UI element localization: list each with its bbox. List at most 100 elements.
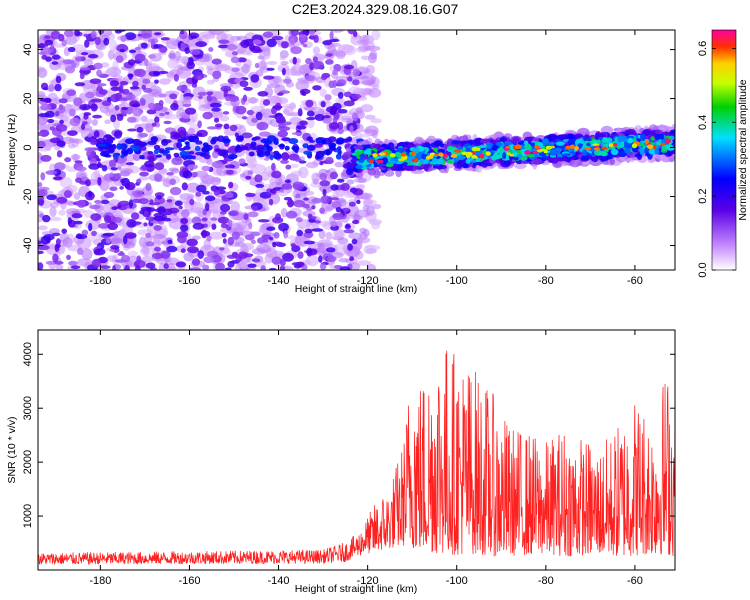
heatmap-cell xyxy=(330,221,338,227)
heatmap-cell xyxy=(112,153,119,159)
heatmap-cell xyxy=(141,32,152,39)
heatmap-cell xyxy=(363,244,376,255)
heatmap-cell xyxy=(279,265,286,270)
heatmap-cell xyxy=(44,43,49,47)
heatmap-cell xyxy=(601,146,608,150)
heatmap-cell xyxy=(45,170,58,175)
heatmap-cell xyxy=(128,199,133,209)
heatmap-cell xyxy=(266,135,277,142)
heatmap-cell xyxy=(209,176,221,186)
heatmap-cell xyxy=(104,214,112,224)
heatmap-cell xyxy=(228,210,239,217)
heatmap-cell xyxy=(352,68,360,77)
heatmap-cell xyxy=(256,243,271,253)
heatmap-cell xyxy=(184,47,190,54)
heatmap-cell xyxy=(475,157,480,162)
heatmap-cell xyxy=(46,194,57,201)
heatmap-cell xyxy=(148,202,161,206)
heatmap-cell xyxy=(66,89,77,96)
heatmap-cell xyxy=(38,197,45,206)
heatmap-cell xyxy=(154,32,162,36)
heatmap-cell xyxy=(97,143,108,147)
heatmap-cell xyxy=(190,35,197,39)
heatmap-cell xyxy=(139,246,155,257)
heatmap-cell xyxy=(176,85,188,92)
heatmap-cell xyxy=(471,146,479,152)
heatmap-cell xyxy=(264,157,270,161)
spectrogram-y-ticks: -40 -20 0 20 40 xyxy=(22,43,675,253)
heatmap-cell xyxy=(134,265,141,270)
heatmap-cell xyxy=(281,152,290,161)
heatmap-cell xyxy=(228,181,234,189)
heatmap-cell xyxy=(414,157,419,163)
heatmap-cell xyxy=(302,143,309,149)
heatmap-cell xyxy=(75,234,88,240)
heatmap-cell xyxy=(93,62,103,70)
heatmap-cell xyxy=(127,59,136,66)
heatmap-cell xyxy=(283,105,294,117)
heatmap-cell xyxy=(273,153,282,160)
y-tick-label: 0 xyxy=(22,144,34,150)
heatmap-cell xyxy=(121,106,129,111)
heatmap-cell xyxy=(116,143,123,150)
heatmap-cell xyxy=(347,243,353,251)
heatmap-cell xyxy=(120,154,125,159)
heatmap-cell xyxy=(61,39,67,47)
heatmap-cell xyxy=(238,158,246,165)
heatmap-cell xyxy=(38,51,47,55)
heatmap-cell xyxy=(254,136,261,140)
heatmap-cell xyxy=(114,105,120,111)
heatmap-cell xyxy=(318,108,325,115)
x-tick-label: -120 xyxy=(357,275,379,287)
heatmap-cell xyxy=(124,32,137,40)
heatmap-cell xyxy=(135,68,146,78)
heatmap-cell xyxy=(169,178,176,186)
heatmap-cell xyxy=(256,144,265,149)
heatmap-cell xyxy=(38,240,42,245)
heatmap-cell xyxy=(281,41,289,49)
heatmap-cell xyxy=(257,237,265,244)
heatmap-cell xyxy=(54,243,60,252)
heatmap-cell xyxy=(132,107,143,117)
heatmap-cell xyxy=(110,167,118,171)
heatmap-cell xyxy=(205,202,210,212)
heatmap-cell xyxy=(43,234,55,241)
heatmap-cell xyxy=(67,130,78,137)
heatmap-cell xyxy=(152,239,161,249)
heatmap-cell xyxy=(345,223,351,228)
heatmap-cell xyxy=(120,48,125,53)
heatmap-cell xyxy=(118,200,130,206)
heatmap-cell xyxy=(309,30,316,36)
heatmap-cell xyxy=(134,53,146,62)
heatmap-cell xyxy=(287,235,297,240)
heatmap-cell xyxy=(395,163,404,171)
snr-panel: -180 -160 -140 -120 -100 -80 -60 1000 2000 3000 4… xyxy=(6,329,676,595)
heatmap-cell xyxy=(215,186,227,191)
heatmap-cell xyxy=(206,91,214,96)
heatmap-cell xyxy=(39,213,44,218)
heatmap-cell xyxy=(100,265,111,269)
heatmap-cell xyxy=(601,139,610,143)
heatmap-cell xyxy=(224,164,236,169)
heatmap-cell xyxy=(138,132,148,138)
heatmap-cell xyxy=(266,38,277,48)
heatmap-cell xyxy=(125,138,135,145)
heatmap-cell xyxy=(206,79,215,85)
heatmap-cell xyxy=(40,154,52,162)
heatmap-cell xyxy=(275,102,282,111)
heatmap-cell xyxy=(353,177,367,183)
x-tick-label: -60 xyxy=(627,275,643,287)
heatmap-cell xyxy=(191,258,201,266)
colorbar-gradient xyxy=(711,29,737,271)
heatmap-cell xyxy=(90,98,103,103)
heatmap-cell xyxy=(271,256,282,265)
heatmap-cell xyxy=(68,108,76,117)
heatmap-cell xyxy=(216,63,229,70)
heatmap-cell xyxy=(352,188,364,196)
heatmap-cell xyxy=(212,70,222,80)
heatmap-cell xyxy=(88,190,93,198)
heatmap-cell xyxy=(343,100,355,107)
heatmap-cell xyxy=(495,142,503,147)
heatmap-cell xyxy=(532,158,543,165)
heatmap-cell xyxy=(38,152,43,164)
